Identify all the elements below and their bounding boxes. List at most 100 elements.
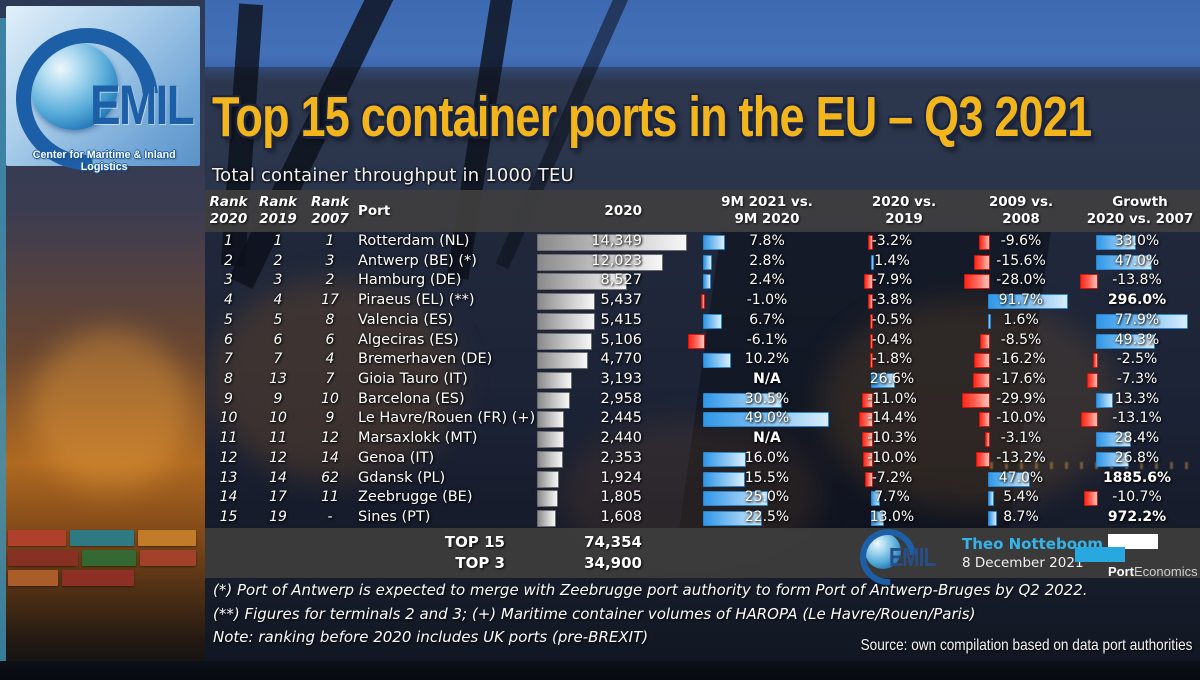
teu-2020-cell: 5,106 bbox=[532, 331, 688, 351]
rank-2020-cell-text: 7 bbox=[224, 351, 233, 368]
teu-data-bar bbox=[537, 253, 663, 271]
pct-2009vs2008-cell: 8.7% bbox=[962, 508, 1080, 528]
port-name-cell: Antwerp (BE) (*) bbox=[356, 252, 532, 272]
negative-data-bar bbox=[859, 412, 874, 428]
growth-cell-text: 28.4% bbox=[1114, 430, 1160, 447]
port-name-cell-text: Algeciras (ES) bbox=[358, 331, 459, 348]
table-row: 11 11 12 Marsaxlokk (MT) 2,440 N/A -10.3% -3.1%… bbox=[205, 429, 1200, 449]
growth-cell: 33.0% bbox=[1080, 232, 1200, 252]
pct-9m-cell: 2.8% bbox=[688, 252, 846, 272]
positive-data-bar bbox=[1095, 254, 1152, 270]
pct-2020vs2019-cell-text: -7.9% bbox=[871, 272, 913, 289]
bottom-dark-band bbox=[0, 661, 1200, 680]
globe-icon bbox=[30, 42, 118, 130]
teu-2020-cell: 14,349 bbox=[532, 232, 688, 252]
rank-2020-cell-text: 11 bbox=[219, 430, 238, 447]
table-row: 8 13 7 Gioia Tauro (IT) 3,193 N/A 26.6% -17.6% -… bbox=[205, 370, 1200, 390]
rank-2007-cell-text: 2 bbox=[325, 272, 335, 289]
rank-2020-cell-text: 8 bbox=[224, 371, 233, 388]
container-box bbox=[70, 530, 134, 546]
teu-2020-cell-text: 4,770 bbox=[600, 351, 642, 368]
port-name-cell-text: Antwerp (BE) (*) bbox=[358, 252, 477, 269]
table-row: 5 5 8 Valencia (ES) 5,415 6.7% -0.5% 1.6% 77.9% bbox=[205, 311, 1200, 331]
rank-2020-cell: 9 bbox=[205, 390, 252, 410]
header-2020: 2020 bbox=[532, 190, 688, 232]
rank-2007-cell: 4 bbox=[304, 350, 356, 370]
teu-2020-cell: 5,415 bbox=[532, 311, 688, 331]
rank-2020-cell-text: 12 bbox=[219, 449, 238, 466]
rank-2020-cell: 7 bbox=[205, 350, 252, 370]
negative-data-bar bbox=[1083, 491, 1098, 507]
growth-cell-text: 49.3% bbox=[1114, 331, 1160, 348]
header-growth-2020-vs-2007: Growth 2020 vs. 2007 bbox=[1080, 190, 1200, 232]
table-row: 7 7 4 Bremerhaven (DE) 4,770 10.2% -1.8% -16.2%… bbox=[205, 350, 1200, 370]
growth-cell-text: 26.8% bbox=[1114, 449, 1160, 466]
port-name-cell: Valencia (ES) bbox=[356, 311, 532, 331]
rank-2020-cell: 8 bbox=[205, 370, 252, 390]
positive-data-bar bbox=[703, 451, 746, 467]
pct-2009vs2008-cell-text: -29.9% bbox=[996, 390, 1046, 407]
top15-label: TOP 15 bbox=[444, 533, 505, 551]
negative-data-bar bbox=[974, 254, 990, 270]
pct-9m-cell-text: 2.8% bbox=[749, 252, 785, 269]
city-lights-horizon bbox=[990, 462, 1195, 469]
positive-data-bar bbox=[987, 511, 997, 527]
header-rank-2020: Rank 2020 bbox=[205, 190, 252, 232]
port-name-cell: Le Havre/Rouen (FR) (+) bbox=[356, 409, 535, 429]
teu-2020-cell: 2,445 bbox=[532, 409, 688, 429]
pct-2009vs2008-cell-text: 47.0% bbox=[998, 469, 1044, 486]
pct-9m-cell: 25.0% bbox=[688, 488, 846, 508]
rank-2007-cell-text: 10 bbox=[321, 390, 339, 407]
table-body: 1 1 1 Rotterdam (NL) 14,349 7.8% -3.2% -9.6% 33.… bbox=[205, 232, 1200, 528]
rank-2007-cell: 12 bbox=[304, 429, 356, 449]
rank-2019-cell: 1 bbox=[252, 232, 304, 252]
left-edge-strip bbox=[0, 18, 6, 663]
rank-2019-cell: 13 bbox=[252, 370, 304, 390]
pct-2020vs2019-cell: 26.6% bbox=[846, 370, 962, 390]
teu-2020-cell: 1,805 bbox=[532, 488, 688, 508]
teu-2020-cell-text: 1,608 bbox=[600, 509, 642, 526]
pct-9m-cell-text: 49.0% bbox=[744, 410, 790, 427]
totals-band: TOP 15 74,354 TOP 3 34,900 EMIL Theo Not… bbox=[205, 517, 1200, 597]
pct-2009vs2008-cell: -10.0% bbox=[962, 409, 1080, 429]
pct-2009vs2008-cell-text: 1.6% bbox=[1003, 311, 1039, 328]
cemil-monogram: EMIL bbox=[90, 73, 195, 136]
rank-2019-cell-text: 2 bbox=[273, 252, 283, 269]
pct-2020vs2019-cell: -7.9% bbox=[846, 271, 962, 291]
container-yard-glow bbox=[30, 330, 190, 490]
rank-2007-cell: 14 bbox=[304, 449, 356, 469]
pct-2020vs2019-cell-text: -10.3% bbox=[867, 430, 917, 447]
pct-2020vs2019-cell-text: -0.4% bbox=[871, 331, 913, 348]
negative-data-bar bbox=[1093, 353, 1098, 369]
pct-2009vs2008-cell-text: -8.5% bbox=[1000, 331, 1042, 348]
positive-data-bar bbox=[703, 412, 830, 428]
rank-2020-cell-text: 6 bbox=[224, 331, 233, 348]
page-title: Top 15 container ports in the EU – Q3 20… bbox=[212, 85, 1092, 149]
rank-2020-cell: 12 bbox=[205, 449, 252, 469]
rank-2019-cell-text: 12 bbox=[269, 449, 287, 466]
header-line: 2020 bbox=[209, 211, 248, 227]
header-9m-2021-vs-9m-2020: 9M 2021 vs. 9M 2020 bbox=[688, 190, 846, 232]
pct-2020vs2019-cell: 7.7% bbox=[846, 488, 962, 508]
port-name-cell-text: Piraeus (EL) (**) bbox=[358, 292, 475, 309]
negative-data-bar bbox=[962, 392, 990, 408]
port-name-cell: Sines (PT) bbox=[356, 508, 532, 528]
teu-2020-cell: 4,770 bbox=[532, 350, 688, 370]
port-name-cell-text: Hamburg (DE) bbox=[358, 272, 462, 289]
header-line: Rank bbox=[310, 194, 350, 211]
positive-data-bar bbox=[1095, 235, 1136, 250]
negative-data-bar bbox=[976, 451, 990, 467]
pct-9m-cell: 15.5% bbox=[688, 469, 846, 489]
pct-9m-cell-text: 25.0% bbox=[744, 489, 790, 506]
port-name-cell: Hamburg (DE) bbox=[356, 271, 532, 291]
rank-2007-cell: 9 bbox=[304, 409, 356, 429]
negative-data-bar bbox=[862, 432, 874, 448]
positive-data-bar bbox=[1095, 432, 1131, 448]
port-name-cell: Rotterdam (NL) bbox=[356, 232, 532, 252]
pct-9m-cell-text: -6.1% bbox=[746, 331, 788, 348]
rank-2019-cell: 11 bbox=[252, 429, 304, 449]
table-row: 10 10 9 Le Havre/Rouen (FR) (+) 2,445 49.0% -1… bbox=[205, 409, 1200, 429]
positive-data-bar bbox=[703, 491, 769, 507]
rank-2020-cell: 6 bbox=[205, 331, 252, 351]
